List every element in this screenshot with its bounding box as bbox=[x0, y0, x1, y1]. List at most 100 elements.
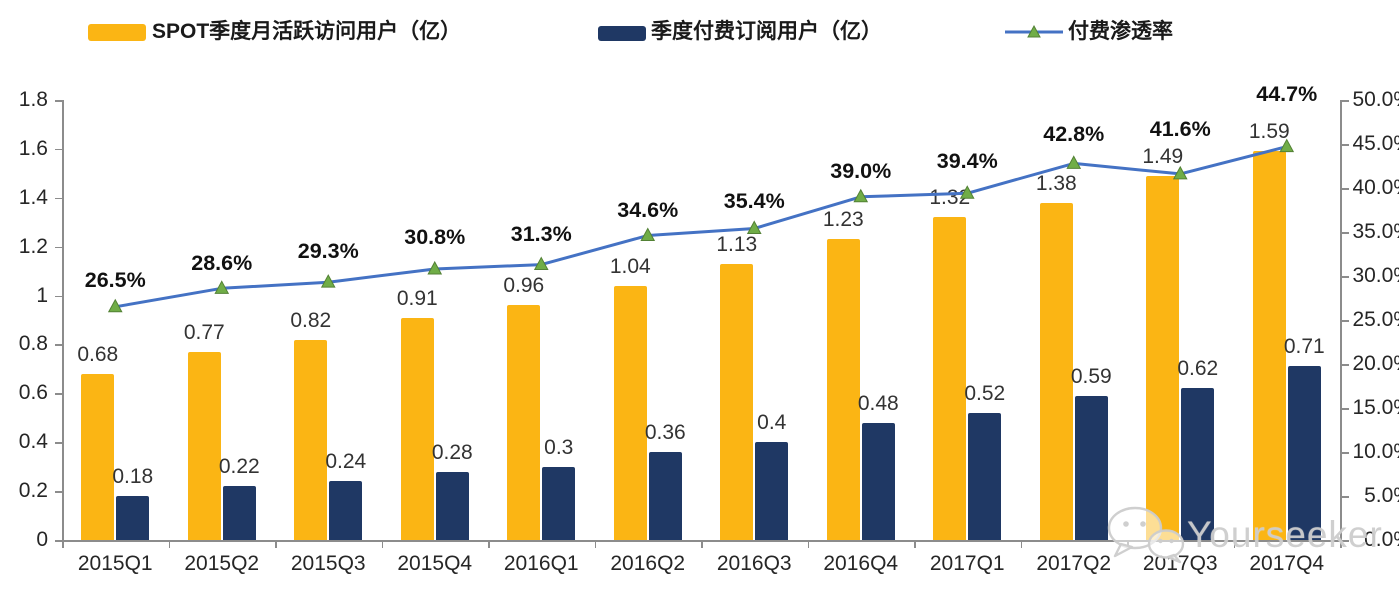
penetration-pct-label: 41.6% bbox=[1149, 116, 1211, 141]
penetration-pct-label: 31.3% bbox=[510, 221, 572, 246]
triangle-marker-icon bbox=[853, 188, 869, 203]
y-tick-label-right: 50.0% bbox=[1352, 88, 1399, 111]
bar-label-mau: 0.91 bbox=[396, 286, 438, 310]
penetration-pct-label: 34.6% bbox=[617, 197, 679, 222]
y-tick-label-right: 35.0% bbox=[1352, 220, 1399, 243]
x-axis-tick bbox=[594, 541, 596, 548]
y-tick-label-left: 1.6 bbox=[18, 136, 48, 160]
y-tick-label-right: 25.0% bbox=[1352, 308, 1399, 331]
right-axis-tick bbox=[1341, 188, 1349, 190]
bar-label-subscribers: 0.71 bbox=[1283, 335, 1325, 359]
bar-label-mau: 0.82 bbox=[290, 308, 332, 332]
x-tick-label: 2015Q3 bbox=[290, 552, 366, 575]
x-axis-tick bbox=[1340, 541, 1342, 548]
legend-label-penetration: 付费渗透率 bbox=[1068, 20, 1173, 43]
x-tick-label: 2016Q1 bbox=[503, 552, 579, 575]
bar-subscribers bbox=[1074, 395, 1108, 540]
bar-mau bbox=[720, 263, 754, 540]
bar-subscribers bbox=[648, 452, 682, 540]
bar-subscribers bbox=[542, 466, 576, 540]
bar-label-mau: 0.96 bbox=[503, 274, 545, 298]
x-axis-tick bbox=[807, 541, 809, 548]
bar-subscribers bbox=[435, 471, 469, 540]
right-axis-tick bbox=[1341, 540, 1349, 542]
bar-label-mau: 1.59 bbox=[1248, 120, 1290, 144]
bar-subscribers bbox=[329, 481, 363, 540]
bar-mau bbox=[81, 373, 115, 540]
triangle-marker-icon bbox=[640, 227, 656, 242]
triangle-marker-icon bbox=[107, 298, 123, 313]
left-axis-tick bbox=[55, 246, 62, 249]
bar-label-mau: 1.32 bbox=[929, 186, 971, 210]
y-tick-label-left: 0.4 bbox=[18, 430, 48, 454]
right-axis-tick bbox=[1341, 144, 1349, 146]
right-axis-spine bbox=[1340, 100, 1342, 540]
right-axis-tick bbox=[1341, 276, 1349, 278]
left-axis-spine bbox=[62, 100, 64, 540]
bar-subscribers bbox=[1287, 366, 1321, 540]
left-axis-tick bbox=[55, 442, 62, 444]
x-axis-tick bbox=[168, 541, 170, 548]
bar-label-mau: 0.68 bbox=[77, 342, 119, 366]
bar-label-subscribers: 0.28 bbox=[431, 440, 473, 464]
bar-subscribers bbox=[116, 496, 150, 540]
bar-label-mau: 1.49 bbox=[1142, 144, 1184, 168]
y-tick-label-right: 10.0% bbox=[1352, 440, 1399, 463]
bar-mau bbox=[826, 239, 860, 540]
bar-label-subscribers: 0.18 bbox=[112, 465, 154, 488]
penetration-pct-label: 44.7% bbox=[1256, 81, 1318, 106]
bar-label-subscribers: 0.52 bbox=[964, 381, 1006, 405]
bar-mau bbox=[400, 317, 434, 540]
y-tick-label-right: 15.0% bbox=[1352, 396, 1399, 419]
bar-label-mau: 1.04 bbox=[609, 254, 651, 278]
legend: SPOT季度月活跃访问用户（亿） 季度付费订阅用户（亿） 付费渗透率 bbox=[0, 0, 1399, 60]
left-axis-tick bbox=[55, 148, 62, 151]
x-tick-label: 2017Q2 bbox=[1036, 552, 1112, 575]
left-axis-tick bbox=[55, 100, 62, 102]
triangle-marker-icon bbox=[320, 274, 336, 288]
x-tick-label: 2017Q4 bbox=[1249, 552, 1325, 575]
bar-label-subscribers: 0.62 bbox=[1177, 357, 1219, 381]
y-tick-label-right: 20.0% bbox=[1352, 352, 1399, 375]
right-axis-tick bbox=[1341, 452, 1349, 454]
bar-label-subscribers: 0.22 bbox=[218, 455, 260, 479]
bar-label-mau: 1.13 bbox=[716, 232, 758, 256]
left-axis-tick bbox=[55, 491, 62, 493]
y-tick-label-right: 45.0% bbox=[1352, 132, 1399, 155]
x-tick-label: 2016Q3 bbox=[716, 552, 792, 575]
x-tick-label: 2015Q2 bbox=[184, 552, 260, 575]
x-tick-label: 2015Q1 bbox=[77, 552, 153, 575]
bar-mau bbox=[507, 305, 541, 540]
triangle-marker-icon bbox=[214, 280, 230, 294]
triangle-marker-icon bbox=[427, 260, 443, 275]
right-axis-tick bbox=[1341, 408, 1349, 410]
bar-label-subscribers: 0.59 bbox=[1070, 364, 1112, 388]
y-tick-label-right: 30.0% bbox=[1352, 264, 1399, 287]
y-tick-label-left: 0.6 bbox=[18, 381, 48, 405]
bar-subscribers bbox=[1181, 388, 1215, 540]
bar-subscribers bbox=[861, 422, 895, 540]
legend-line-marker-icon bbox=[1005, 24, 1063, 40]
right-axis-tick bbox=[1341, 320, 1349, 322]
bar-label-mau: 1.23 bbox=[822, 208, 864, 232]
x-tick-label: 2016Q2 bbox=[610, 552, 686, 575]
y-tick-label-right: 5.0% bbox=[1364, 484, 1399, 507]
penetration-line bbox=[115, 145, 1288, 309]
bar-mau bbox=[933, 217, 967, 540]
left-axis-tick bbox=[55, 197, 62, 200]
y-tick-label-left: 0.8 bbox=[18, 332, 48, 356]
right-axis-tick bbox=[1341, 364, 1349, 366]
x-axis-tick bbox=[914, 541, 916, 548]
penetration-pct-label: 26.5% bbox=[84, 267, 146, 292]
bar-label-subscribers: 0.48 bbox=[857, 391, 899, 415]
left-axis-tick bbox=[55, 540, 62, 542]
bar-mau bbox=[187, 351, 221, 540]
bottom-axis-spine bbox=[62, 540, 1342, 542]
penetration-pct-label: 39.4% bbox=[936, 149, 998, 174]
triangle-marker-icon bbox=[533, 256, 549, 271]
x-tick-label: 2017Q3 bbox=[1142, 552, 1218, 575]
x-tick-label: 2017Q1 bbox=[929, 552, 1005, 575]
left-axis-tick bbox=[55, 393, 62, 395]
left-axis-tick bbox=[55, 295, 62, 298]
